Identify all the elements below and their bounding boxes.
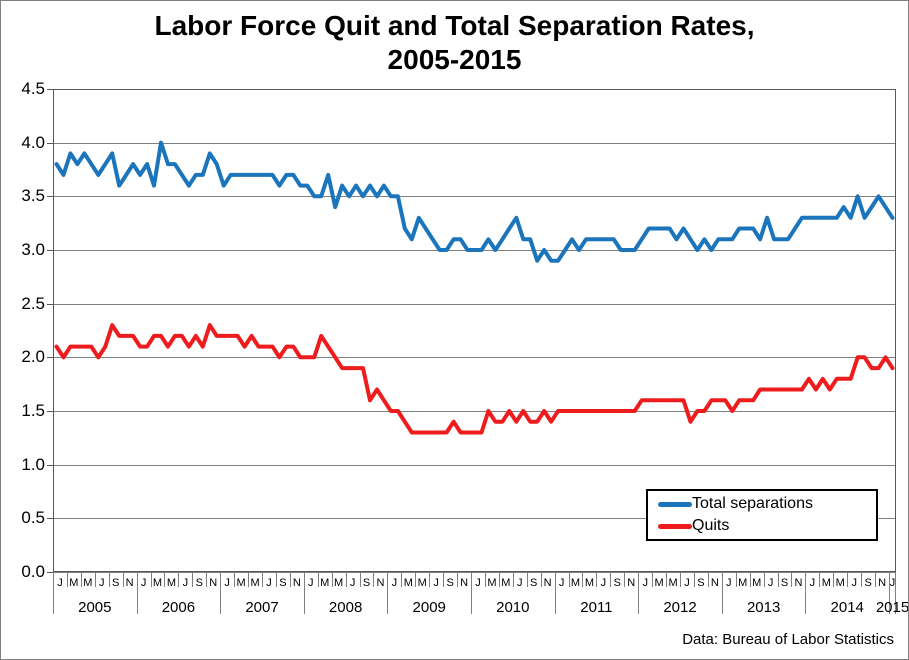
year-label: 2011 <box>580 599 613 616</box>
month-label: J <box>266 577 272 589</box>
y-tick-label: 4.0 <box>21 132 45 152</box>
year-label: 2009 <box>412 599 446 616</box>
month-label: J <box>889 577 896 589</box>
year-label: 2005 <box>78 599 112 616</box>
month-label: S <box>446 577 454 589</box>
month-label: N <box>460 577 469 589</box>
plot-svg <box>47 89 896 614</box>
year-label: 2006 <box>161 599 196 616</box>
chart-title: Labor Force Quit and Total Separation Ra… <box>1 9 908 77</box>
month-label: M <box>403 577 413 589</box>
month-label: M <box>417 577 427 589</box>
month-label: M <box>69 577 79 589</box>
y-tick-label: 0.0 <box>21 562 45 581</box>
year-label: 2010 <box>496 599 530 616</box>
month-label: S <box>864 577 872 589</box>
month-label: S <box>613 577 621 589</box>
y-tick-label: 4.5 <box>21 79 45 98</box>
year-label: 2012 <box>663 599 697 616</box>
plot-border <box>53 89 896 572</box>
month-label: S <box>780 577 789 589</box>
month-label: J <box>224 577 230 589</box>
month-label: M <box>320 577 330 589</box>
month-label: N <box>878 577 887 589</box>
month-label: N <box>125 577 134 589</box>
month-label: J <box>99 577 105 589</box>
month-label: J <box>642 577 648 589</box>
month-label: M <box>584 577 595 589</box>
month-label: S <box>362 577 371 589</box>
y-tick-label: 1.0 <box>21 454 45 474</box>
month-label: M <box>668 577 678 589</box>
year-label: 2013 <box>746 599 781 616</box>
total-separations-line <box>54 140 895 263</box>
month-label: J <box>308 577 314 589</box>
month-label: J <box>809 577 816 589</box>
year-label: 2015 <box>875 599 909 616</box>
quits-line <box>54 323 895 435</box>
month-label: J <box>726 577 732 589</box>
month-label: J <box>558 577 565 589</box>
month-label: M <box>236 577 246 589</box>
y-tick-label: 1.5 <box>21 401 45 420</box>
month-label: J <box>600 577 607 589</box>
legend-item-quits: Quits <box>658 517 876 535</box>
month-label: M <box>821 577 831 589</box>
y-tick-label: 2.5 <box>21 293 45 313</box>
year-label: 2008 <box>328 599 363 616</box>
y-tick-label: 3.0 <box>21 240 45 259</box>
month-label: N <box>710 577 719 589</box>
month-label: S <box>112 577 120 589</box>
month-label: J <box>391 577 398 589</box>
chart-title-line1: Labor Force Quit and Total Separation Ra… <box>154 10 755 41</box>
chart-title-line2: 2005-2015 <box>387 44 522 75</box>
month-label: M <box>501 577 511 589</box>
month-label: J <box>684 577 690 589</box>
month-label: M <box>738 577 748 589</box>
source-note: Data: Bureau of Labor Statistics <box>682 631 894 648</box>
month-label: S <box>279 577 287 589</box>
month-label: M <box>250 577 260 589</box>
legend-label-total-separations: Total separations <box>692 495 813 512</box>
month-label: N <box>292 577 301 589</box>
plot-area <box>47 89 896 614</box>
y-tick-label: 3.5 <box>21 186 45 206</box>
month-label: M <box>654 577 664 589</box>
legend-item-total-separations: Total separations <box>658 495 876 513</box>
month-label: M <box>570 577 581 589</box>
month-label: M <box>83 577 93 589</box>
month-label: J <box>433 577 439 589</box>
month-label: N <box>543 577 552 589</box>
month-label: J <box>517 577 523 589</box>
month-label: N <box>209 577 218 589</box>
month-label: M <box>166 577 177 589</box>
y-tick-label: 0.5 <box>21 508 45 528</box>
month-label: M <box>752 577 762 589</box>
month-label: S <box>195 577 203 589</box>
year-label: 2014 <box>830 599 864 616</box>
month-label: N <box>627 577 636 589</box>
month-label: M <box>334 577 344 589</box>
y-tick-label: 2.0 <box>21 347 45 367</box>
total-separations-line-swatch <box>658 501 692 507</box>
month-label: S <box>530 577 538 589</box>
month-label: J <box>767 577 774 589</box>
month-label: S <box>697 577 705 589</box>
month-label: J <box>57 577 63 589</box>
month-label: N <box>794 577 803 589</box>
month-label: J <box>851 577 857 589</box>
legend-label-quits: Quits <box>692 517 730 534</box>
month-label: M <box>487 577 497 589</box>
quits-line-swatch <box>658 523 692 529</box>
month-label: J <box>140 577 147 589</box>
year-label: 2007 <box>245 599 279 616</box>
legend: Total separations Quits <box>646 489 878 541</box>
month-label: J <box>182 577 189 589</box>
month-label: M <box>152 577 163 589</box>
month-label: N <box>376 577 385 589</box>
month-label: M <box>835 577 845 589</box>
month-label: J <box>349 577 356 589</box>
month-label: J <box>475 577 481 589</box>
